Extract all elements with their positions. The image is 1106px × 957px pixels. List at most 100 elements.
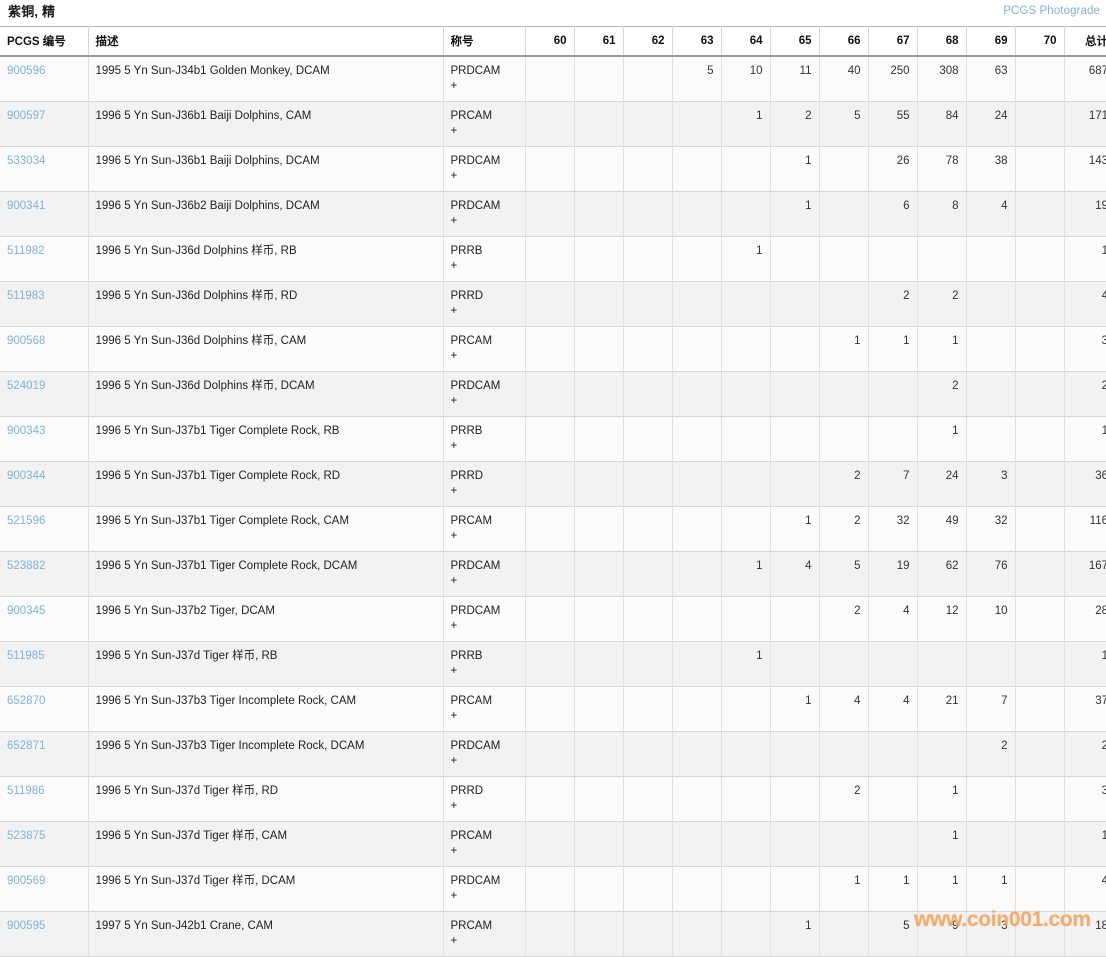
cell-grade-g64 [721, 686, 771, 732]
cell-pcgs-number: 511986 [0, 776, 89, 822]
cell-grade-g69: 24 [966, 101, 1016, 147]
column-header-g68[interactable]: 68 [917, 26, 967, 57]
pcgs-number-link[interactable]: 900596 [7, 65, 46, 77]
cell-grade-g69: 7 [966, 686, 1016, 732]
cell-grade-g62 [623, 596, 673, 642]
pcgs-number-link[interactable]: 511985 [7, 650, 45, 662]
cell-total: 1 [1064, 416, 1106, 462]
table-row: 900569 1996 5 Yn Sun-J37d Tiger 样币, DCAM P… [0, 866, 1106, 912]
column-header-g64[interactable]: 64 [721, 26, 771, 57]
cell-grade-g62 [623, 641, 673, 687]
cell-description: 1996 5 Yn Sun-J36b1 Baiji Dolphins, CAM [88, 101, 444, 147]
pcgs-number-link[interactable]: 523882 [7, 560, 46, 572]
cell-total: 37 [1064, 686, 1106, 732]
cell-grade-g60 [525, 821, 575, 867]
cell-grade-g65 [770, 776, 820, 822]
pcgs-number-link[interactable]: 521596 [7, 515, 46, 527]
column-header-total[interactable]: 总计 [1064, 26, 1106, 57]
column-header-designation[interactable]: 称号 [443, 26, 526, 57]
cell-total: 687 [1064, 56, 1106, 102]
cell-total: 171 [1064, 101, 1106, 147]
cell-description: 1996 5 Yn Sun-J36d Dolphins 样币, RB [88, 236, 444, 282]
cell-grade-g61 [574, 416, 624, 462]
cell-pcgs-number: 900597 [0, 101, 89, 147]
cell-grade-g62 [623, 821, 673, 867]
column-header-g66[interactable]: 66 [819, 26, 869, 57]
cell-grade-g62 [623, 326, 673, 372]
pcgs-number-link[interactable]: 524019 [7, 380, 46, 392]
column-header-pcgs_no[interactable]: PCGS 编号 [0, 26, 89, 57]
pcgs-number-link[interactable]: 652870 [7, 695, 46, 707]
cell-grade-g62 [623, 416, 673, 462]
pcgs-number-link[interactable]: 900595 [7, 920, 46, 932]
cell-grade-g68: 2 [917, 281, 967, 327]
column-header-g65[interactable]: 65 [770, 26, 820, 57]
cell-grade-g64 [721, 596, 771, 642]
pcgs-number-link[interactable]: 900344 [7, 470, 46, 482]
cell-designation: PRRB + [443, 416, 526, 462]
pcgs-number-link[interactable]: 511983 [7, 290, 45, 302]
pcgs-number-link[interactable]: 511982 [7, 245, 45, 257]
column-header-g61[interactable]: 61 [574, 26, 624, 57]
cell-total: 1 [1064, 641, 1106, 687]
cell-grade-g67: 32 [868, 506, 918, 552]
cell-pcgs-number: 900344 [0, 461, 89, 507]
column-header-g63[interactable]: 63 [672, 26, 722, 57]
column-header-g67[interactable]: 67 [868, 26, 918, 57]
cell-description: 1996 5 Yn Sun-J37b3 Tiger Incomplete Roc… [88, 686, 444, 732]
cell-designation: PRDCAM + [443, 866, 526, 912]
cell-grade-g61 [574, 371, 624, 417]
cell-grade-g61 [574, 776, 624, 822]
cell-grade-g64 [721, 371, 771, 417]
cell-grade-g68: 84 [917, 101, 967, 147]
pcgs-number-link[interactable]: 511986 [7, 785, 45, 797]
pcgs-number-link[interactable]: 900568 [7, 335, 46, 347]
cell-grade-g67: 4 [868, 686, 918, 732]
cell-grade-g69: 38 [966, 146, 1016, 192]
pcgs-number-link[interactable]: 900345 [7, 605, 46, 617]
cell-grade-g66: 40 [819, 56, 869, 102]
cell-grade-g63 [672, 596, 722, 642]
cell-grade-g60 [525, 596, 575, 642]
cell-total: 116 [1064, 506, 1106, 552]
cell-description: 1996 5 Yn Sun-J37b1 Tiger Complete Rock,… [88, 551, 444, 597]
cell-designation: PRDCAM + [443, 731, 526, 777]
column-header-description[interactable]: 描述 [88, 26, 444, 57]
cell-grade-g66: 5 [819, 551, 869, 597]
cell-grade-g66 [819, 191, 869, 237]
cell-grade-g66 [819, 371, 869, 417]
cell-grade-g66 [819, 236, 869, 282]
pcgs-number-link[interactable]: 523875 [7, 830, 46, 842]
column-header-g62[interactable]: 62 [623, 26, 673, 57]
table-row: 523875 1996 5 Yn Sun-J37d Tiger 样币, CAM PR… [0, 821, 1106, 867]
cell-description: 1996 5 Yn Sun-J36d Dolphins 样币, RD [88, 281, 444, 327]
cell-grade-g69: 32 [966, 506, 1016, 552]
cell-grade-g65: 1 [770, 911, 820, 957]
pcgs-number-link[interactable]: 652871 [7, 740, 46, 752]
cell-grade-g70 [1015, 641, 1065, 687]
cell-grade-g67 [868, 371, 918, 417]
cell-grade-g67 [868, 731, 918, 777]
cell-grade-g69: 63 [966, 56, 1016, 102]
pcgs-number-link[interactable]: 900341 [7, 200, 46, 212]
cell-grade-g69 [966, 821, 1016, 867]
pcgs-number-link[interactable]: 533034 [7, 155, 46, 167]
cell-grade-g66: 2 [819, 776, 869, 822]
column-header-g60[interactable]: 60 [525, 26, 575, 57]
cell-grade-g65 [770, 416, 820, 462]
pcgs-photograde-link[interactable]: PCGS Photograde [1003, 5, 1100, 17]
pcgs-number-link[interactable]: 900343 [7, 425, 46, 437]
cell-pcgs-number: 523882 [0, 551, 89, 597]
cell-grade-g70 [1015, 56, 1065, 102]
cell-designation: PRDCAM + [443, 371, 526, 417]
column-header-g70[interactable]: 70 [1015, 26, 1065, 57]
cell-grade-g63 [672, 461, 722, 507]
column-header-g69[interactable]: 69 [966, 26, 1016, 57]
cell-grade-g65: 2 [770, 101, 820, 147]
table-row: 900596 1995 5 Yn Sun-J34b1 Golden Monkey,… [0, 56, 1106, 102]
pcgs-number-link[interactable]: 900597 [7, 110, 46, 122]
cell-grade-g60 [525, 776, 575, 822]
pcgs-number-link[interactable]: 900569 [7, 875, 46, 887]
cell-grade-g64 [721, 911, 771, 957]
